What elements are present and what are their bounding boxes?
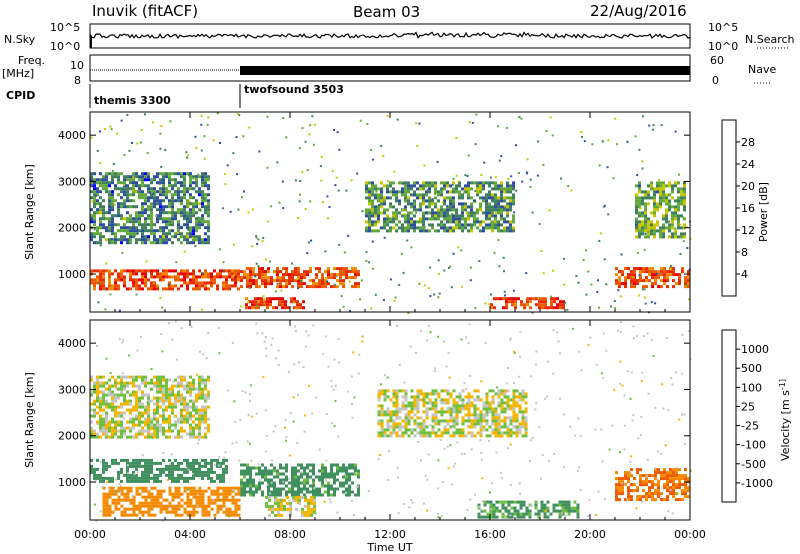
ytick-label-1: 2000: [58, 222, 86, 235]
freq-label: Freq.: [18, 54, 45, 67]
colorbar-tick-4: 20: [741, 180, 755, 193]
xtick-label-0: 00:00: [74, 528, 106, 541]
scatter-noise: [93, 320, 692, 522]
nsearch-tick-low: 10^0: [708, 40, 738, 53]
colorbar-tick-5: -100: [741, 439, 766, 452]
colorbar-tick-7: -1000: [741, 477, 773, 490]
power-y-axis: 1000 2000 3000 4000: [58, 129, 690, 281]
xtick-label-3: 12:00: [374, 528, 406, 541]
nsky-trace: [89, 31, 691, 48]
xlabel: Time UT: [366, 541, 412, 554]
power-ylabel: Slant Range [km]: [23, 164, 36, 260]
region-3: [90, 375, 210, 439]
region-5: [615, 468, 690, 502]
colorbar-tick-5: 24: [741, 158, 755, 171]
cpid-segment-2: twofsound 3503: [244, 83, 344, 96]
colorbar-tick-4: -25: [741, 420, 759, 433]
scatter-noise: [90, 112, 692, 314]
xtick-label-2: 08:00: [274, 528, 306, 541]
ytick-label-0: 1000: [58, 476, 86, 489]
region-6: [365, 181, 515, 233]
colorbar-tick-3: 25: [741, 400, 755, 413]
power-colorbar-label: Power [dB]: [757, 182, 770, 242]
velocity-colorbar-label: Velocity [m s-1]: [778, 379, 793, 461]
region-5: [90, 172, 210, 245]
ytick-label-1: 2000: [58, 430, 86, 443]
region-2: [265, 495, 316, 517]
nave-tick-low: 0: [712, 74, 719, 87]
power-colorbar: 4 8 12 16 20 24 28: [721, 119, 755, 297]
nsearch-tick-high: 10^5: [708, 21, 738, 34]
region-3: [490, 297, 565, 310]
velocity-y-axis: 1000 2000 3000 4000: [58, 337, 690, 489]
xtick-label-6: 00:00: [674, 528, 706, 541]
nsky-label: N.Sky: [4, 33, 36, 46]
freq-tick-low: 8: [74, 74, 81, 87]
region-1: [240, 267, 360, 289]
colorbar-tick-2: 100: [741, 381, 762, 394]
power-heatmap: [90, 112, 692, 314]
velocity-ylabel: Slant Range [km]: [23, 372, 36, 468]
region-0: [90, 269, 240, 291]
ytick-label-2: 3000: [58, 175, 86, 188]
nsky-tick-high: 10^5: [50, 21, 80, 34]
velocity-colorbar: 1000 500 100 25 -25 -100 -500 -1000: [721, 329, 773, 503]
region-1: [240, 463, 360, 497]
freq-trace: [90, 66, 690, 75]
station-title: Inuvik (fitACF): [92, 2, 198, 20]
freq-unit: [MHz]: [2, 67, 34, 80]
colorbar-tick-6: 28: [741, 136, 755, 149]
cpid-label: CPID: [6, 89, 35, 102]
ytick-label-3: 4000: [58, 337, 86, 350]
cpid-segment-1: themis 3300: [94, 94, 171, 107]
date-title: 22/Aug/2016: [590, 2, 687, 20]
region-2: [245, 297, 305, 310]
region-6: [102, 486, 241, 517]
nave-label: Nave: [748, 63, 776, 76]
xtick-label-5: 20:00: [574, 528, 606, 541]
freq-tick-high: 10: [70, 59, 84, 72]
colorbar-tick-1: 500: [741, 362, 762, 375]
region-7: [635, 181, 686, 239]
nave-tick-high: 60: [710, 54, 724, 67]
colorbar-tick-6: -500: [741, 458, 766, 471]
colorbar-tick-0: 4: [741, 268, 748, 281]
nsearch-label: N.Search: [745, 33, 795, 46]
time-x-axis: 00:00 04:00 08:00 12:00 16:00 20:00 00:00: [74, 112, 706, 541]
velocity-heatmap: [90, 320, 692, 522]
xtick-label-4: 16:00: [474, 528, 506, 541]
ytick-label-3: 4000: [58, 129, 86, 142]
colorbar-tick-0: 1000: [741, 343, 769, 356]
region-0: [90, 458, 228, 483]
region-4: [615, 267, 690, 289]
region-7: [477, 500, 580, 519]
beam-title: Beam 03: [353, 3, 420, 21]
colorbar-tick-3: 16: [741, 202, 755, 215]
colorbar-tick-1: 8: [741, 246, 748, 259]
ytick-label-2: 3000: [58, 383, 86, 396]
colorbar-tick-2: 12: [741, 224, 755, 237]
nsky-tick-low: 10^0: [50, 40, 80, 53]
xtick-label-1: 04:00: [174, 528, 206, 541]
ytick-label-0: 1000: [58, 268, 86, 281]
region-4: [377, 389, 528, 438]
